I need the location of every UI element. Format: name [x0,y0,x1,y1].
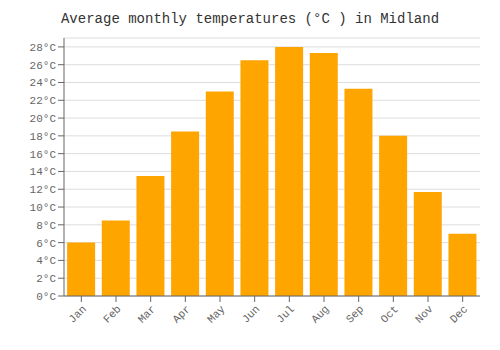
svg-text:8°C: 8°C [36,220,56,232]
svg-text:2°C: 2°C [36,273,56,285]
svg-text:Jun: Jun [240,303,262,325]
svg-text:Dec: Dec [448,303,470,325]
svg-text:Nov: Nov [413,303,436,326]
svg-text:12°C: 12°C [30,184,57,196]
svg-text:Feb: Feb [101,303,123,325]
svg-text:Sep: Sep [344,303,366,325]
svg-text:4°C: 4°C [36,255,56,267]
svg-text:16°C: 16°C [30,149,57,161]
svg-text:14°C: 14°C [30,166,57,178]
svg-text:Mar: Mar [136,303,158,325]
svg-text:Jul: Jul [274,303,296,325]
svg-text:24°C: 24°C [30,77,57,89]
svg-text:18°C: 18°C [30,131,57,143]
svg-text:28°C: 28°C [30,42,57,54]
svg-text:26°C: 26°C [30,60,57,72]
svg-text:10°C: 10°C [30,202,57,214]
svg-text:May: May [205,303,228,326]
svg-text:Apr: Apr [170,303,192,325]
svg-text:Oct: Oct [378,303,400,325]
svg-text:0°C: 0°C [36,291,56,303]
svg-text:20°C: 20°C [30,113,57,125]
svg-text:Aug: Aug [309,303,331,325]
svg-text:22°C: 22°C [30,95,57,107]
html-text:Average monthly temperatures (: Average monthly temperatures (°C ) in Mi… [61,11,439,27]
svg-text:Jan: Jan [66,303,88,325]
svg-text:6°C: 6°C [36,238,56,250]
